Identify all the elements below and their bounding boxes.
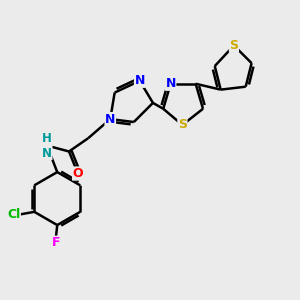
Text: N: N bbox=[165, 77, 176, 90]
Text: F: F bbox=[52, 236, 60, 249]
Text: S: S bbox=[178, 118, 187, 131]
Text: Cl: Cl bbox=[7, 208, 20, 221]
Text: H
N: H N bbox=[42, 132, 52, 160]
Text: O: O bbox=[73, 167, 83, 180]
Text: N: N bbox=[105, 112, 116, 126]
Text: S: S bbox=[230, 39, 238, 52]
Text: N: N bbox=[134, 74, 145, 87]
